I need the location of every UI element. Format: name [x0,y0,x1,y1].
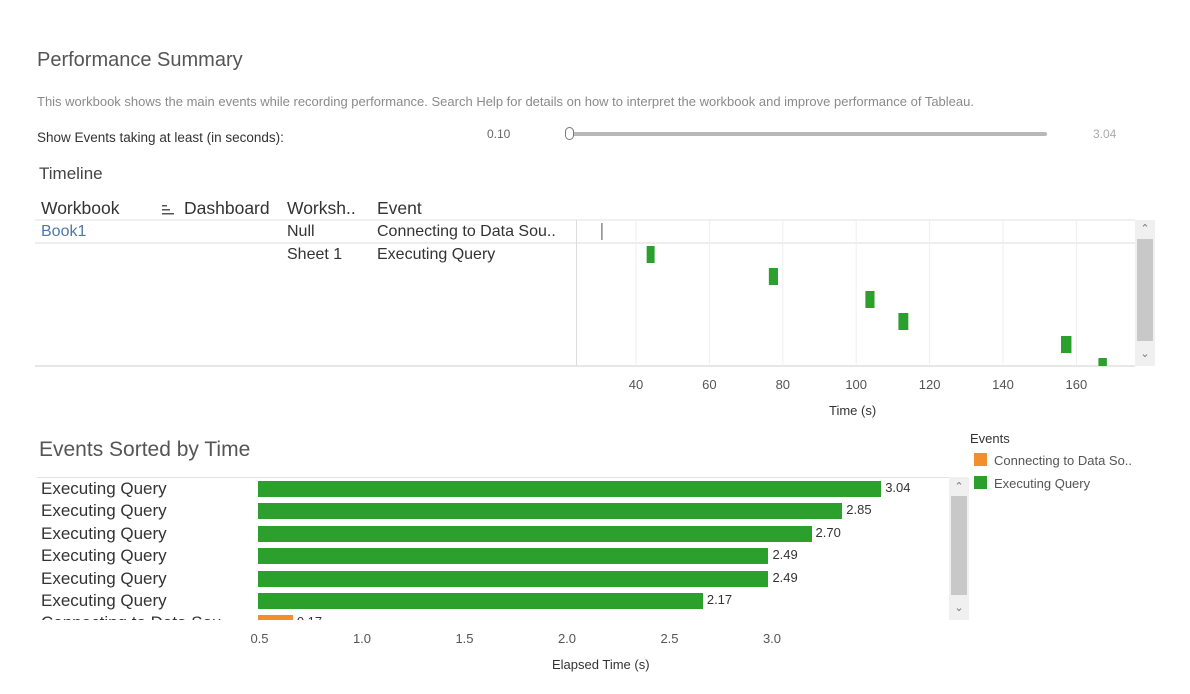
events-x-tick-label: 3.0 [762,631,782,646]
events-x-axis-title: Elapsed Time (s) [552,657,650,672]
timeline-marks [601,223,1107,366]
timeline-x-tick-label: 100 [845,377,868,392]
bar-value-label: 2.49 [772,570,798,585]
legend-swatch-executing[interactable] [974,476,987,489]
scroll-down-icon[interactable]: ⌄ [954,602,964,614]
event-row-label: Executing Query [41,524,167,543]
timeline-event-mark[interactable] [898,313,909,330]
page-subtitle: This workbook shows the main events whil… [37,94,974,109]
slider-handle[interactable] [565,127,574,140]
events-chart-pane: Executing Query 3.04 Executing Query 2.85 Ex… [37,477,949,620]
event-cell: Connecting to Data Sou.. [377,223,556,240]
events-x-tick-label: 1.0 [352,631,372,646]
chart-top-border [37,477,949,478]
event-duration-bar[interactable] [258,503,843,519]
event-row-label: Executing Query [41,591,167,610]
event-row-label: Connecting to Data Sou.. [41,613,231,620]
legend-label-connecting[interactable]: Connecting to Data So.. [994,453,1133,468]
timeline-event-mark[interactable] [1098,358,1107,366]
timeline-x-tick-label: 60 [702,377,717,392]
scroll-up-icon[interactable]: ⌃ [954,481,964,493]
timeline-event-mark[interactable] [646,246,655,263]
events-x-tick-label: 1.5 [455,631,474,646]
event-duration-bar[interactable] [258,593,703,609]
scroll-down-icon[interactable]: ⌄ [1140,348,1150,360]
slider-max-value: 3.04 [1093,127,1117,141]
timeline-event-mark[interactable] [1060,336,1072,353]
timeline-event-mark[interactable] [768,268,778,285]
bar-value-label: 2.49 [772,547,798,562]
event-row-label: Executing Query [41,479,167,498]
bar-value-label: 2.17 [706,592,733,607]
bar-value-label: 2.85 [846,502,872,517]
column-header-dashboard[interactable]: Dashboard [184,198,270,218]
bar-value-label: 3.04 [885,480,911,495]
legend-title: Events [970,431,1010,446]
column-header-workbook[interactable]: Workbook [41,198,120,218]
timeline-x-tick-label: 160 [1065,377,1088,392]
event-row-label: Executing Query [41,546,167,565]
events-chart-title: Events Sorted by Time [39,438,251,461]
event-duration-bar[interactable] [258,481,882,497]
event-cell: Executing Query [377,246,496,263]
min-duration-slider[interactable] [567,132,1047,136]
timeline-x-tick-label: 80 [775,377,791,392]
scrollbar-thumb[interactable] [1137,239,1153,341]
sort-descending-icon[interactable] [161,202,175,216]
event-row-label: Executing Query [41,569,167,588]
column-header-worksheet[interactable]: Worksh.. [287,198,356,218]
events-scrollbar[interactable]: ⌃ ⌄ [949,477,969,620]
event-duration-bar[interactable] [258,526,812,542]
timeline-title: Timeline [39,164,103,183]
filter-label: Show Events taking at least (in seconds)… [37,130,284,145]
timeline-x-axis-title: Time (s) [829,403,877,418]
event-duration-bar[interactable] [258,548,769,564]
scrollbar-thumb[interactable] [951,496,967,595]
column-header-event[interactable]: Event [377,198,422,218]
events-x-tick-label: 2.0 [557,631,577,646]
timeline-x-tick-label: 40 [628,377,644,392]
legend-swatch-connecting[interactable] [974,453,987,466]
page-title: Performance Summary [37,49,243,71]
workbook-cell[interactable]: Book1 [41,223,87,240]
slider-min-value: 0.10 [487,127,511,141]
event-duration-bar[interactable] [258,571,769,587]
timeline-event-mark[interactable] [601,223,603,240]
legend-label-executing[interactable]: Executing Query [994,476,1091,491]
scroll-up-icon[interactable]: ⌃ [1140,223,1150,235]
events-x-tick-label: 0.5 [250,631,269,646]
worksheet-cell: Sheet 1 [287,246,343,263]
timeline-event-mark[interactable] [865,291,875,308]
timeline-gridlines [635,220,1077,366]
timeline-x-tick-label: 120 [918,377,941,392]
timeline-x-tick-label: 140 [992,377,1014,392]
events-x-tick-label: 2.5 [660,631,679,646]
bar-value-label: 0.17 [297,614,322,620]
event-row-label: Executing Query [41,501,167,520]
timeline-scrollbar[interactable]: ⌃ ⌄ [1135,220,1155,366]
worksheet-cell: Null [287,223,315,240]
bar-value-label: 2.70 [815,525,841,540]
event-duration-bar[interactable] [258,615,293,620]
